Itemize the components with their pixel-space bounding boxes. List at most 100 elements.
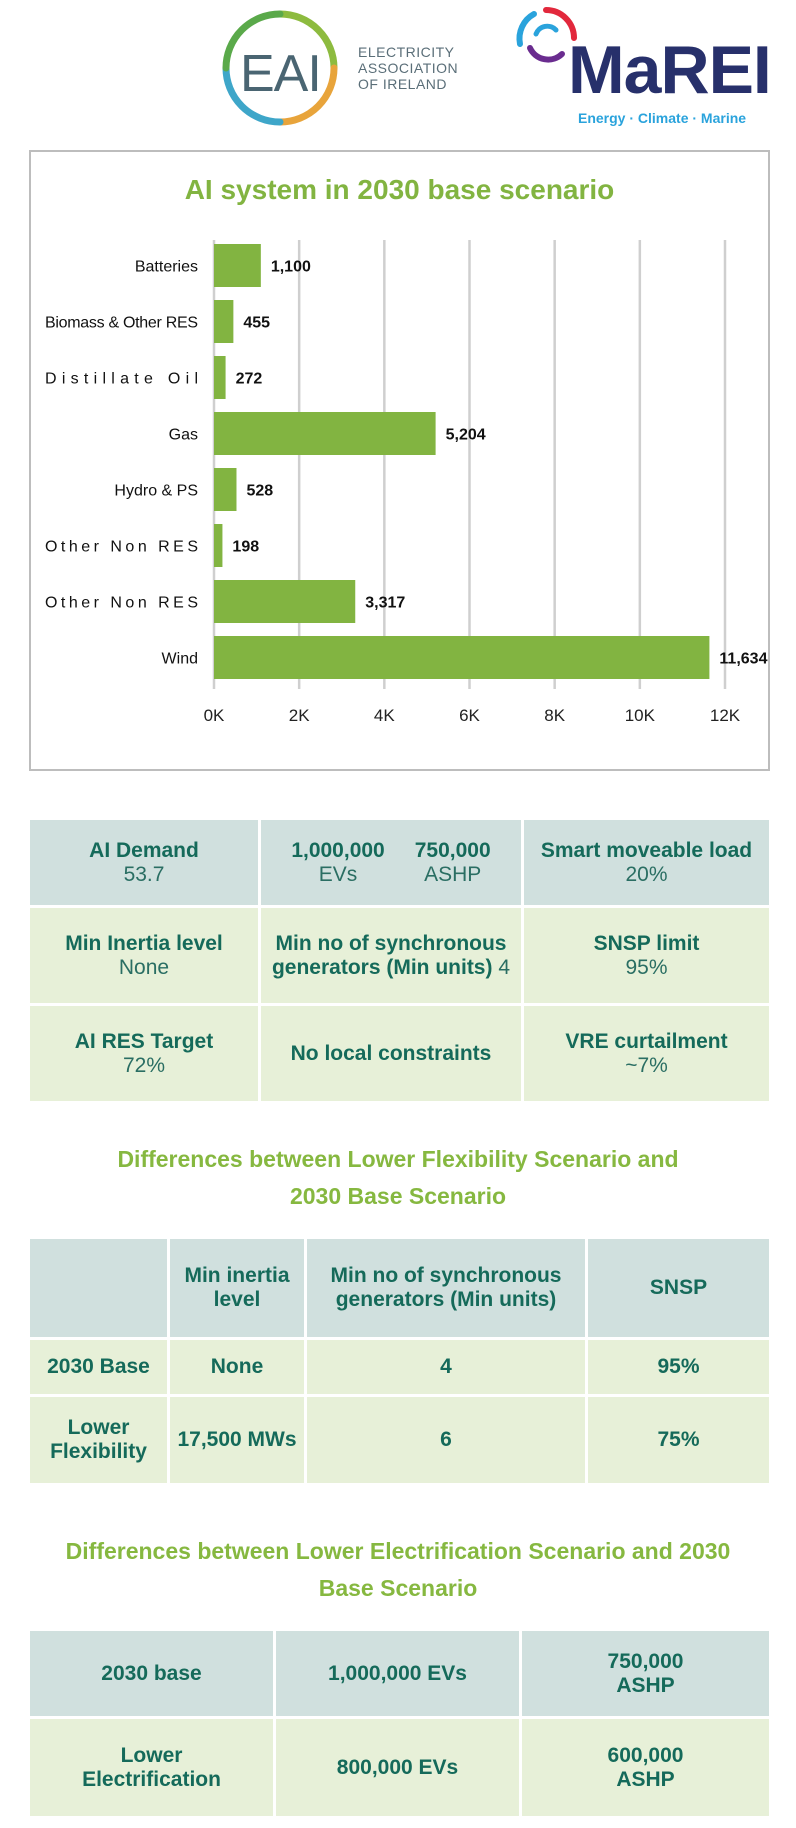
summary-table: AI Demand 53.7 1,000,000 EVs 750,000 ASH…	[27, 817, 772, 1104]
flex-section-title: Differences between Lower Flexibility Sc…	[0, 1141, 796, 1215]
bar	[214, 412, 436, 455]
table-row: 2030 base 1,000,000 EVs 750,000 ASHP	[30, 1631, 769, 1716]
category-label: Gas	[169, 427, 198, 444]
flex-header-inertia: Min inertia level	[170, 1239, 304, 1337]
elec-row-2-ashp: 600,000 ASHP	[522, 1719, 769, 1816]
eai-logo: EAI ELECTRICITY ASSOCIATION OF IRELAND	[218, 6, 458, 130]
eai-ring-icon	[222, 10, 338, 126]
flex-row-1-label: 2030 Base	[30, 1340, 167, 1394]
data-label: 1,100	[271, 259, 311, 276]
category-label: Hydro & PS	[114, 483, 198, 500]
min-inertia-cell: Min Inertia level None	[30, 908, 258, 1003]
elec-row-1-evs: 1,000,000 EVs	[276, 1631, 519, 1716]
evs-value: 1,000,000	[291, 838, 385, 862]
table-row: Lower Flexibility 17,500 MWs 6 75%	[30, 1397, 769, 1483]
smart-load-value: 20%	[625, 862, 668, 886]
smart-load-cell: Smart moveable load 20%	[524, 820, 769, 905]
category-label: Other Non RES	[45, 539, 198, 556]
ashp-label: ASHP	[424, 862, 482, 886]
sync-gen-cell: Min no of synchronous generators (Min un…	[261, 908, 521, 1003]
data-label: 5,204	[446, 427, 486, 444]
bar-chart-panel: AI system in 2030 base scenario 0K 2K 4K 6K…	[29, 150, 770, 771]
flex-row-1-snsp: 95%	[588, 1340, 769, 1394]
flex-row-2-snsp: 75%	[588, 1397, 769, 1483]
min-inertia-value: None	[118, 955, 170, 979]
ai-demand-cell: AI Demand 53.7	[30, 820, 258, 905]
marei-tagline: Energy · Climate · Marine	[578, 110, 747, 126]
x-tick-label: 2K	[289, 706, 310, 725]
evs-label: EVs	[318, 862, 358, 886]
snsp-limit-cell: SNSP limit 95%	[524, 908, 769, 1003]
min-inertia-label: Min Inertia level	[65, 931, 223, 955]
x-tick-label: 8K	[544, 706, 565, 725]
marei-wordmark: MaREI	[568, 32, 772, 108]
local-constraints-label: No local constraints	[290, 1041, 492, 1065]
flex-row-1-sync: 4	[307, 1340, 585, 1394]
smart-load-label: Smart moveable load	[540, 838, 753, 862]
x-tick-label: 10K	[625, 706, 656, 725]
res-target-label: AI RES Target	[74, 1029, 214, 1053]
eai-full-name: ELECTRICITY ASSOCIATION OF IRELAND	[358, 44, 458, 92]
flex-row-2-sync: 6	[307, 1397, 585, 1483]
vre-curtailment-cell: VRE curtailment ~7%	[524, 1006, 769, 1101]
elec-row-1-label: 2030 base	[30, 1631, 273, 1716]
bar	[214, 244, 261, 287]
vre-curtailment-label: VRE curtailment	[565, 1029, 728, 1053]
elec-title-line-2: Base Scenario	[318, 1575, 478, 1601]
eai-line-2: ASSOCIATION	[358, 60, 459, 76]
flex-header-sync: Min no of synchronous generators (Min un…	[307, 1239, 585, 1337]
data-label: 11,634	[719, 651, 767, 668]
data-label: 3,317	[365, 595, 405, 612]
bar	[214, 356, 226, 399]
sync-gen-label-2: generators (Min units)	[271, 955, 493, 979]
chart-title: AI system in 2030 base scenario	[184, 174, 615, 205]
sync-gen-label-1: Min no of synchronous	[275, 931, 507, 955]
marei-swirl-icon	[516, 7, 577, 63]
bar	[214, 580, 356, 623]
sync-gen-value: 4	[498, 955, 511, 979]
x-tick-label: 12K	[710, 706, 741, 725]
flex-row-1-inertia: None	[170, 1340, 304, 1394]
eai-line-1: ELECTRICITY	[358, 44, 455, 60]
flex-table: Min inertia level Min no of synchronous …	[27, 1236, 772, 1486]
marei-logo: MaREI Energy · Climate · Marine	[512, 4, 778, 132]
snsp-limit-value: 95%	[625, 955, 668, 979]
elec-title-line-1: Differences between Lower Electrificatio…	[65, 1538, 731, 1564]
ashp-value: 750,000	[414, 838, 491, 862]
elec-section-title: Differences between Lower Electrificatio…	[0, 1533, 796, 1607]
elec-table: 2030 base 1,000,000 EVs 750,000 ASHP Low…	[27, 1628, 772, 1819]
bar	[214, 468, 237, 511]
snsp-limit-label: SNSP limit	[593, 931, 700, 955]
category-label: Biomass & Other RES	[45, 315, 198, 332]
bar	[214, 636, 710, 679]
elec-row-1-ashp: 750,000 ASHP	[522, 1631, 769, 1716]
vre-curtailment-value: ~7%	[625, 1053, 668, 1077]
category-label: Batteries	[135, 259, 198, 276]
data-label: 272	[236, 371, 263, 388]
bar	[214, 300, 234, 343]
res-target-cell: AI RES Target 72%	[30, 1006, 258, 1101]
res-target-value: 72%	[122, 1053, 166, 1077]
data-label: 198	[232, 539, 259, 556]
evs-ashp-cell: 1,000,000 EVs 750,000 ASHP	[261, 820, 521, 905]
category-label: Distillate Oil	[45, 371, 198, 388]
flex-header-row: Min inertia level Min no of synchronous …	[30, 1239, 769, 1337]
flex-title-line-1: Differences between Lower Flexibility Sc…	[117, 1146, 679, 1172]
data-label: 455	[243, 315, 270, 332]
eai-line-3: OF IRELAND	[358, 76, 448, 92]
table-row: 2030 Base None 4 95%	[30, 1340, 769, 1394]
x-tick-label: 6K	[459, 706, 480, 725]
ai-demand-label: AI Demand	[89, 838, 199, 862]
bar	[214, 524, 223, 567]
x-tick-label: 0K	[204, 706, 225, 725]
category-label: Other Non RES	[45, 595, 198, 612]
elec-row-2-evs: 800,000 EVs	[276, 1719, 519, 1816]
table-row: Lower Electrification 800,000 EVs 600,00…	[30, 1719, 769, 1816]
flex-title-line-2: 2030 Base Scenario	[289, 1183, 507, 1209]
ai-demand-value: 53.7	[123, 862, 165, 886]
bar-chart: 0K 2K 4K 6K 8K 10K 12K Batteries 1,100 Biomass & …	[45, 240, 768, 725]
flex-header-empty	[30, 1239, 167, 1337]
local-constraints-cell: No local constraints	[261, 1006, 521, 1101]
category-label: Wind	[162, 651, 198, 668]
eai-letters: EAI	[240, 45, 322, 103]
